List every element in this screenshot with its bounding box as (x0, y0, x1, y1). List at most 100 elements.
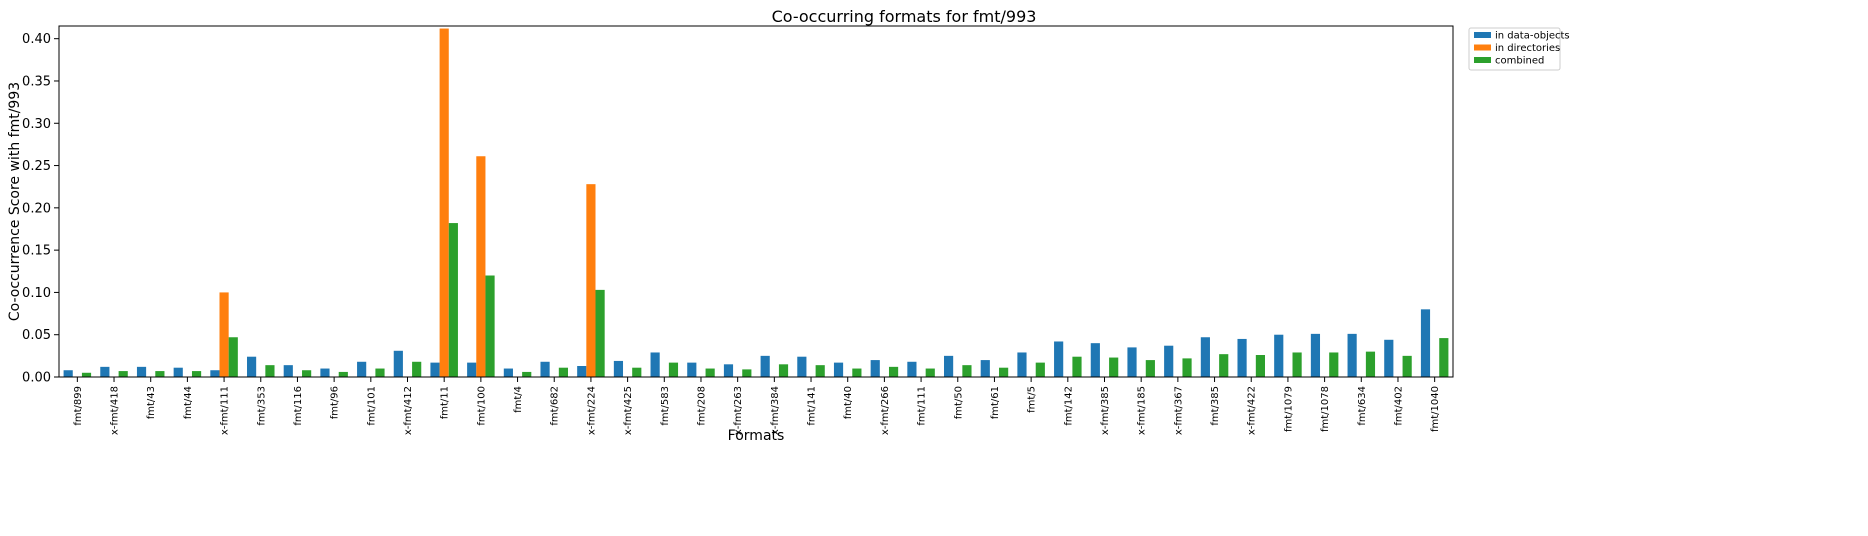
x-tick-label: fmt/11 (440, 386, 451, 419)
bar-in-data-objects-fmt/40 (833, 362, 844, 377)
y-tick-label: 0.30 (22, 117, 51, 132)
bar-in-data-objects-fmt/44 (173, 367, 183, 377)
bar-combined-fmt/402 (1402, 355, 1412, 377)
x-tick-label: x-fmt/418 (110, 386, 121, 435)
x-tick-label: x-fmt/367 (1173, 386, 1184, 435)
bar-combined-x-fmt/266 (888, 366, 899, 377)
bar-combined-x-fmt/367 (1182, 358, 1192, 377)
x-axis-label: Formats (728, 428, 785, 444)
bar-combined-x-fmt/185 (1145, 360, 1155, 377)
x-axis: fmt/899 x-fmt/418 fmt/43 fmt/44 x-fmt/111 fmt… (73, 377, 1441, 435)
plot-frame (58, 25, 1454, 378)
bar-in-data-objects-x-fmt/367 (1164, 345, 1174, 377)
y-axis-label: Co-occurrence Score with fmt/993 (7, 82, 23, 321)
x-tick-label: fmt/353 (256, 386, 267, 426)
x-tick-label: fmt/96 (330, 386, 341, 419)
bar-in-directories-x-fmt/224 (586, 184, 596, 377)
x-tick-label: x-fmt/263 (733, 386, 744, 435)
bar-combined-x-fmt/412 (412, 361, 422, 377)
bar-combined-fmt/682 (558, 367, 568, 377)
bar-in-data-objects-x-fmt/418 (100, 366, 110, 377)
bar-in-data-objects-x-fmt/263 (723, 364, 734, 377)
bar-in-data-objects-fmt/5 (1017, 352, 1027, 377)
x-tick-label: x-fmt/422 (1247, 386, 1258, 435)
bar-in-data-objects-fmt/583 (650, 352, 660, 377)
bar-in-data-objects-x-fmt/384 (760, 355, 770, 377)
bar-combined-fmt/4 (522, 371, 532, 377)
bar-combined-fmt/100 (485, 275, 495, 377)
bar-combined-fmt/116 (302, 370, 312, 377)
x-tick-label: fmt/43 (146, 386, 157, 419)
x-tick-label: fmt/50 (953, 386, 964, 419)
bar-combined-fmt/101 (375, 368, 385, 377)
y-tick-label: 0.35 (22, 74, 51, 89)
bar-combined-x-fmt/263 (742, 369, 752, 377)
bar-in-directories-x-fmt/111 (219, 292, 229, 377)
bar-combined-fmt/208 (705, 368, 715, 377)
x-tick-label: fmt/1079 (1283, 386, 1294, 432)
bar-in-data-objects-x-fmt/412 (393, 350, 403, 377)
bar-combined-fmt/5 (1035, 362, 1045, 377)
bar-in-data-objects-fmt/141 (797, 356, 807, 377)
bar-combined-x-fmt/425 (632, 367, 642, 377)
x-tick-label: fmt/682 (550, 386, 561, 426)
x-tick-label: x-fmt/384 (770, 386, 781, 435)
bar-in-data-objects-x-fmt/385 (1090, 343, 1100, 377)
legend-label: in data-objects (1495, 31, 1570, 42)
bar-combined-fmt/43 (155, 371, 165, 377)
bar-combined-fmt/11 (448, 223, 458, 377)
bar-in-data-objects-fmt/208 (687, 362, 697, 377)
y-tick-label: 0.00 (22, 371, 51, 386)
bar-combined-x-fmt/385 (1109, 357, 1119, 377)
bar-combined-fmt/40 (852, 368, 862, 377)
bar-combined-fmt/61 (999, 367, 1009, 377)
bar-combined-fmt/899 (81, 372, 92, 377)
bar-combined-x-fmt/422 (1255, 355, 1265, 377)
x-tick-label: fmt/111 (917, 386, 928, 426)
bar-in-data-objects-fmt/101 (357, 361, 367, 377)
x-tick-label: fmt/1078 (1320, 386, 1331, 432)
x-tick-label: fmt/385 (1210, 386, 1221, 426)
x-tick-label: x-fmt/111 (220, 386, 231, 435)
bar-in-data-objects-fmt/50 (944, 355, 954, 377)
x-tick-label: fmt/634 (1357, 386, 1368, 426)
legend-swatch (1474, 57, 1491, 63)
bar-in-data-objects-fmt/353 (247, 356, 257, 377)
bar-combined-fmt/96 (338, 371, 348, 377)
x-tick-label: fmt/40 (843, 386, 854, 419)
bar-in-data-objects-fmt/111 (907, 361, 917, 377)
x-tick-label: fmt/61 (990, 386, 1001, 419)
bar-in-data-objects-fmt/96 (320, 368, 330, 377)
x-tick-label: fmt/141 (807, 386, 818, 426)
bar-in-data-objects-fmt/682 (540, 361, 550, 377)
bar-in-directories-fmt/100 (476, 156, 486, 377)
bar-combined-fmt/634 (1365, 351, 1376, 377)
bar-combined-x-fmt/418 (118, 371, 128, 377)
x-tick-label: fmt/583 (660, 386, 671, 426)
x-tick-label: x-fmt/185 (1137, 386, 1148, 435)
bar-in-data-objects-x-fmt/111 (210, 370, 220, 377)
bar-in-data-objects-x-fmt/185 (1127, 347, 1137, 377)
x-tick-label: fmt/208 (696, 386, 707, 426)
bar-combined-fmt/1040 (1439, 338, 1449, 377)
bar-combined-fmt/142 (1072, 356, 1082, 377)
y-tick-label: 0.40 (22, 32, 51, 47)
bar-in-data-objects-fmt/1078 (1310, 333, 1321, 377)
y-tick-label: 0.20 (22, 201, 51, 216)
bar-in-data-objects-x-fmt/422 (1237, 338, 1247, 377)
x-tick-label: x-fmt/385 (1100, 386, 1111, 435)
bar-combined-fmt/111 (925, 368, 935, 377)
x-tick-label: fmt/4 (513, 386, 524, 413)
bar-in-data-objects-fmt/4 (503, 368, 513, 377)
y-tick-label: 0.15 (22, 244, 51, 259)
bar-in-data-objects-fmt/634 (1347, 333, 1357, 377)
x-tick-label: fmt/116 (293, 386, 304, 426)
legend-box (1468, 27, 1561, 71)
bar-combined-fmt/1079 (1292, 352, 1302, 377)
bar-in-data-objects-fmt/142 (1054, 341, 1064, 377)
bar-in-data-objects-fmt/61 (980, 360, 990, 377)
bar-in-data-objects-fmt/1040 (1420, 309, 1431, 377)
bar-combined-fmt/141 (815, 365, 825, 377)
